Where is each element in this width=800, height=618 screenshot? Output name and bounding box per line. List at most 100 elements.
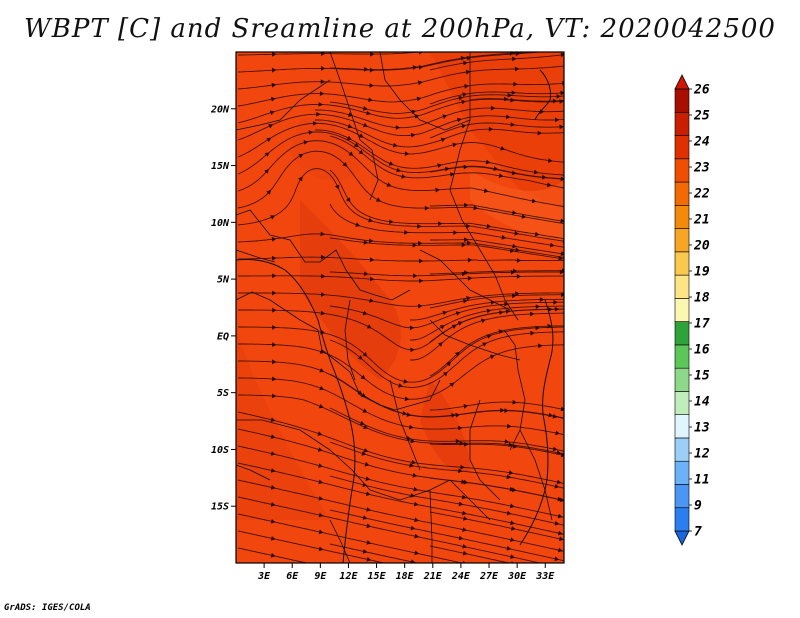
streamline-arrowhead (555, 430, 560, 436)
streamline-arrowhead (368, 238, 374, 244)
colorbar-segment (674, 298, 690, 322)
lon-tick-label: 12E (339, 571, 358, 582)
streamline-arrowhead (461, 479, 466, 485)
colorbar-label: 19 (694, 265, 710, 280)
colorbar-segment (674, 111, 690, 136)
streamline-arrowhead (504, 439, 510, 444)
streamline-arrowhead (515, 52, 521, 57)
colorbar-segment (674, 414, 690, 439)
streamline-arrowhead (404, 151, 410, 157)
colorbar-segment (674, 321, 690, 346)
streamline-arrowhead (452, 142, 458, 148)
streamline-arrowhead (414, 550, 420, 556)
streamline-arrowhead (515, 247, 520, 253)
streamline-arrowhead (298, 176, 303, 182)
streamline-arrowhead (559, 99, 564, 104)
streamline-arrowhead (464, 237, 469, 243)
streamline-arrowhead (345, 197, 351, 203)
streamline-arrowhead (334, 184, 340, 190)
streamline (429, 294, 564, 309)
streamline-arrowhead (514, 66, 520, 72)
colorbar-segment (674, 507, 690, 532)
streamline (237, 122, 564, 163)
streamline-arrowhead (560, 218, 564, 224)
coastline-west (236, 259, 356, 563)
streamline-arrowhead (319, 563, 324, 568)
streamline-arrowhead (446, 361, 451, 367)
streamline-arrowhead (515, 291, 520, 297)
streamline-arrowhead (454, 351, 460, 357)
streamline (429, 401, 564, 411)
streamline-arrowhead (364, 461, 370, 467)
streamline-arrowhead (319, 91, 325, 96)
streamline-arrowhead (559, 269, 564, 275)
streamline (329, 271, 564, 277)
streamline-arrowhead (463, 298, 468, 304)
streamline (429, 204, 564, 222)
streamline-arrowhead (503, 96, 509, 102)
streamline-arrowhead (410, 132, 416, 138)
streamline-arrowhead (362, 310, 368, 316)
streamline-arrowhead (535, 325, 540, 331)
streamline (429, 122, 564, 139)
streamline-arrowhead (553, 299, 558, 305)
streamline-arrowhead (530, 330, 535, 336)
streamline-arrowhead (444, 166, 450, 172)
streamline-arrowhead (560, 52, 564, 58)
streamline-arrowhead (458, 468, 463, 474)
streamline-arrowhead (516, 274, 522, 279)
streamline-arrowhead (463, 60, 468, 66)
streamline-arrowhead (271, 376, 277, 382)
streamline-arrowhead (538, 343, 543, 349)
streamline-arrowhead (386, 182, 392, 187)
streamline-arrowhead (554, 306, 560, 312)
streamline-arrowhead (317, 447, 323, 452)
streamline-arrowhead (362, 106, 368, 111)
streamline (329, 407, 564, 452)
streamline-arrowhead (473, 205, 478, 211)
streamline-arrowhead (510, 97, 515, 103)
streamline-arrowhead (455, 311, 461, 316)
streamline-arrowhead (462, 544, 468, 549)
streamline-arrowhead (564, 291, 568, 296)
streamline-arrowhead (512, 243, 517, 249)
streamline-arrowhead (505, 114, 511, 120)
streamline-arrowhead (270, 451, 276, 456)
streamline-arrowhead (481, 318, 486, 324)
streamline-arrowhead (369, 257, 375, 263)
streamline-arrowhead (534, 231, 540, 237)
streamline-arrowhead (266, 189, 271, 195)
streamline-arrowhead (549, 242, 555, 248)
streamline-arrowhead (396, 167, 402, 173)
streamline-arrowhead (486, 308, 492, 314)
streamline-arrowhead (458, 535, 464, 541)
streamline-arrowhead (501, 234, 507, 240)
streamline-arrowhead (402, 410, 408, 416)
streamline-arrowhead (463, 479, 469, 485)
streamline-arrowhead (270, 552, 276, 558)
streamline-arrowhead (498, 173, 504, 178)
streamline-arrowhead (272, 342, 277, 347)
streamline-arrowhead (504, 301, 509, 307)
streamline-arrows (264, 52, 568, 568)
grads-credit: GrADS: IGES/COLA (4, 603, 91, 613)
streamline-arrowhead (457, 321, 463, 326)
streamline (329, 203, 564, 248)
streamline-arrowhead (358, 149, 364, 155)
streamline-arrowhead (363, 448, 369, 453)
streamline-arrowhead (410, 559, 416, 563)
streamline-arrowhead (498, 329, 504, 334)
colorbar-label: 21 (693, 213, 710, 228)
streamline-arrowhead (418, 303, 423, 309)
streamline-arrowhead (418, 278, 424, 284)
streamline-arrowhead (442, 114, 448, 119)
streamline-arrowhead (521, 214, 527, 219)
streamline-arrowhead (365, 491, 371, 496)
streamline-arrowhead (490, 105, 496, 111)
lon-tick-label: 15E (368, 571, 387, 582)
streamline-arrowhead (506, 474, 512, 480)
streamline-arrowhead (511, 487, 517, 493)
streamline-arrowhead (558, 255, 563, 261)
streamline-arrowhead (442, 371, 448, 377)
